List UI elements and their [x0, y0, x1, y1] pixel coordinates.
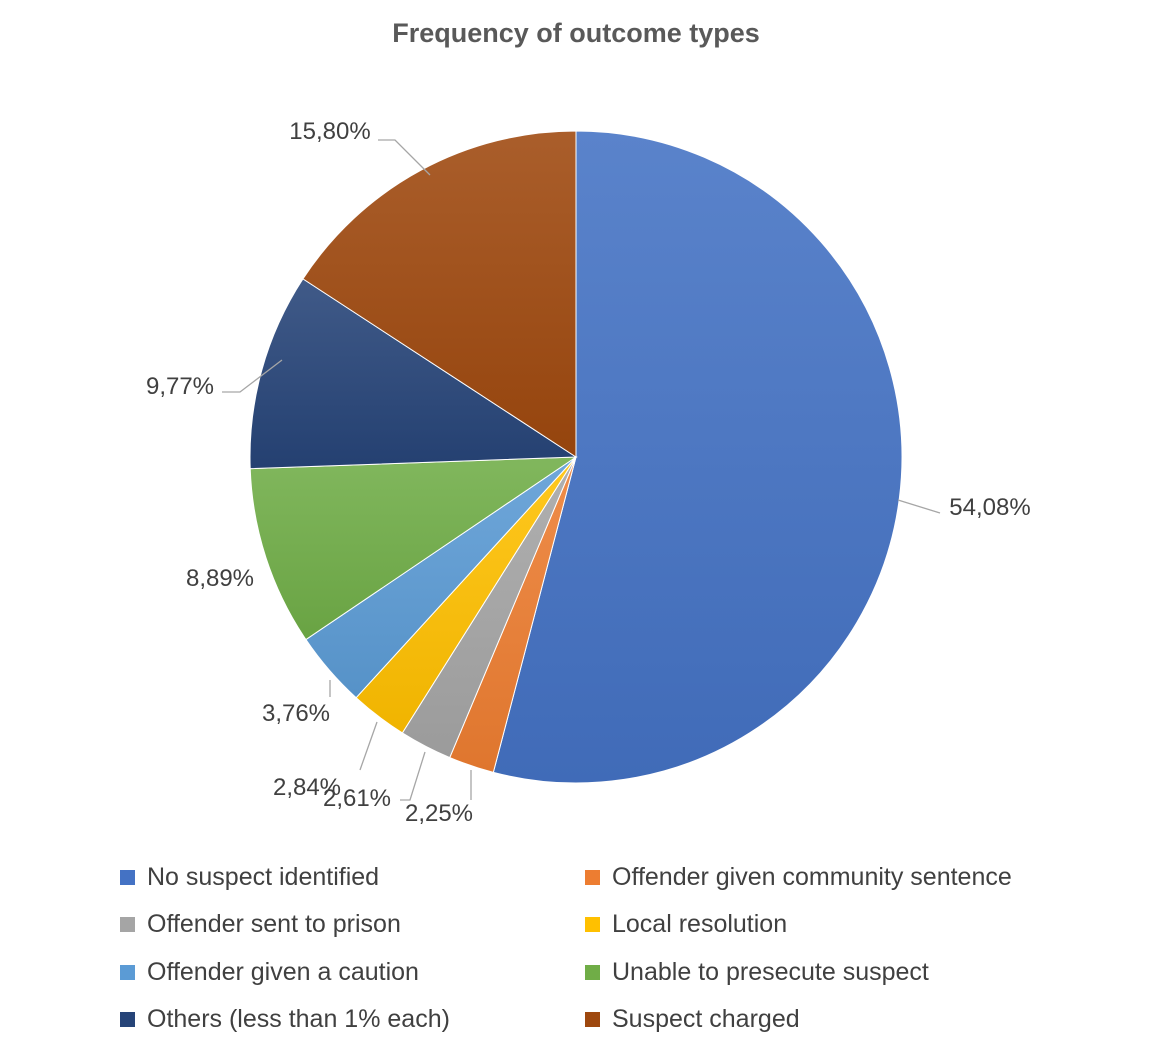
legend-label: Local resolution: [612, 910, 787, 939]
legend-swatch: [120, 965, 135, 980]
legend-item: Suspect charged: [585, 1005, 800, 1035]
legend-swatch: [120, 870, 135, 885]
legend-label: No suspect identified: [147, 863, 379, 892]
leader-line: [360, 722, 377, 770]
legend-label: Others (less than 1% each): [147, 1005, 450, 1034]
data-label: 15,80%: [289, 118, 370, 145]
legend-label: Unable to presecute suspect: [612, 958, 929, 987]
legend-label: Offender given a caution: [147, 958, 419, 987]
leader-line: [898, 500, 940, 513]
data-label: 8,89%: [186, 565, 254, 592]
data-label: 3,76%: [262, 700, 330, 727]
data-label: 2,25%: [405, 800, 473, 827]
legend-label: Offender given community sentence: [612, 863, 1012, 892]
legend-swatch: [585, 917, 600, 932]
data-label: 9,77%: [146, 373, 214, 400]
legend-swatch: [585, 1012, 600, 1027]
legend-label: Offender sent to prison: [147, 910, 401, 939]
data-label: 54,08%: [949, 494, 1030, 521]
pie-plot-area: 54,08%2,25%2,61%2,84%3,76%8,89%9,77%15,8…: [0, 0, 1152, 850]
legend-label: Suspect charged: [612, 1005, 800, 1034]
legend-item: Others (less than 1% each): [120, 1005, 450, 1035]
legend-item: Unable to presecute suspect: [585, 957, 929, 987]
legend-item: Offender given a caution: [120, 957, 419, 987]
legend-swatch: [585, 965, 600, 980]
data-label: 2,84%: [273, 774, 341, 801]
legend-item: Local resolution: [585, 910, 787, 940]
legend-swatch: [585, 870, 600, 885]
legend-swatch: [120, 917, 135, 932]
legend-swatch: [120, 1012, 135, 1027]
leader-line: [400, 752, 425, 800]
legend-item: No suspect identified: [120, 862, 379, 892]
legend-item: Offender given community sentence: [585, 862, 1012, 892]
legend-item: Offender sent to prison: [120, 910, 401, 940]
